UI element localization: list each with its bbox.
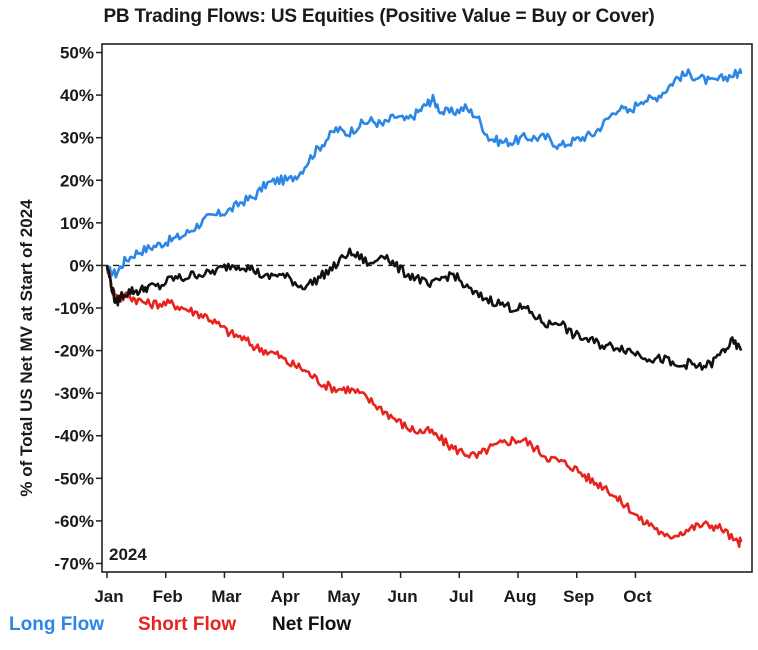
x-tick-label: Jan [94, 587, 123, 606]
year-label: 2024 [109, 545, 147, 564]
x-tick-label: Jul [449, 587, 474, 606]
y-tick-label: 30% [60, 129, 94, 148]
legend-net-flow: Net Flow [272, 614, 352, 635]
y-tick-label: -50% [54, 469, 94, 488]
y-tick-label: -60% [54, 512, 94, 531]
x-tick-label: Apr [271, 587, 301, 606]
series-line-short-flow [105, 265, 743, 548]
y-axis-label: % of Total US Net MV at Start of 2024 [17, 199, 36, 497]
legend-short-flow: Short Flow [138, 614, 237, 635]
y-tick-label: 0% [69, 256, 94, 275]
series-lines [105, 68, 743, 548]
y-tick-label: -30% [54, 384, 94, 403]
x-tick-label: Oct [623, 587, 652, 606]
x-tick-label: Jun [387, 587, 417, 606]
x-tick-label: Mar [211, 587, 242, 606]
x-tick-label: Sep [563, 587, 594, 606]
y-tick-label: -40% [54, 427, 94, 446]
plot-frame [101, 43, 753, 573]
x-tick-label: Feb [153, 587, 183, 606]
y-tick-label: -20% [54, 342, 94, 361]
x-tick-label: May [327, 587, 361, 606]
y-axis-ticks: 50% 40% 30% 20% 10% 0% -10% -20% -30% -40% -50% -60… [54, 44, 102, 573]
y-tick-label: 50% [60, 44, 94, 63]
chart-title: PB Trading Flows: US Equities (Positive … [103, 6, 655, 27]
series-line-net-flow [105, 247, 743, 371]
legend-long-flow: Long Flow [9, 614, 104, 635]
y-tick-label: -70% [54, 554, 94, 573]
x-axis-ticks: Jan Feb Mar Apr May Jun Jul Aug Sep Oct [94, 572, 652, 606]
series-line-long-flow [105, 68, 743, 279]
x-tick-label: Aug [503, 587, 536, 606]
y-tick-label: -10% [54, 299, 94, 318]
y-tick-label: 10% [60, 214, 94, 233]
y-tick-label: 40% [60, 86, 94, 105]
y-tick-label: 20% [60, 171, 94, 190]
